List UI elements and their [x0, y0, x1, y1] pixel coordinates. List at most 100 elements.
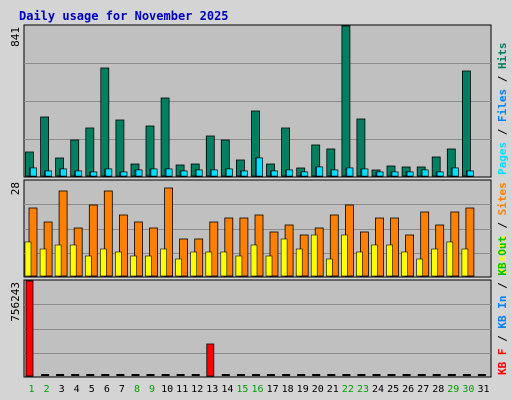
bar-visits	[280, 238, 288, 277]
day-label: 15	[236, 384, 248, 395]
bar-kb-f-zero	[101, 374, 110, 376]
bar-visits	[54, 244, 62, 277]
day-label: 7	[119, 384, 125, 395]
bar-pages	[241, 170, 248, 177]
bar-kb-f-zero	[131, 374, 140, 376]
day-label: 30	[462, 384, 474, 395]
bar-kb-f-zero	[41, 374, 50, 376]
bar-kb-f-zero	[267, 374, 275, 376]
bar-hits	[145, 125, 155, 177]
bar-sites	[119, 214, 128, 277]
bar-pages	[135, 169, 143, 177]
bar-visits	[100, 248, 107, 277]
bar-kb-f-zero	[342, 374, 351, 376]
bar-kb-f-zero	[387, 374, 396, 376]
legend-separator: /	[496, 335, 509, 349]
bar-kb-f	[206, 343, 215, 377]
day-label: 24	[372, 384, 384, 395]
day-label: 21	[327, 384, 339, 395]
bar-visits	[446, 241, 454, 277]
legend-entry: Hits	[496, 43, 509, 76]
bar-pages	[60, 168, 67, 177]
bar-sites	[224, 217, 234, 277]
bar-hits	[115, 119, 125, 177]
legend-separator: /	[496, 222, 509, 236]
bar-kb-f-zero	[176, 374, 185, 376]
day-label: 11	[176, 384, 188, 395]
plot-area	[23, 279, 492, 378]
bar-kb-f-zero	[327, 374, 336, 376]
bar-visits	[401, 251, 408, 277]
legend-entry: Visits	[496, 235, 509, 275]
day-label: 26	[402, 384, 414, 395]
bar-kb-f-zero	[86, 374, 95, 376]
legend-entry: KB Out	[496, 236, 509, 282]
bar-pages	[467, 170, 474, 177]
bar-visits	[310, 234, 318, 277]
bar-pages	[105, 168, 113, 177]
bar-pages	[256, 157, 263, 177]
bar-pages	[211, 169, 218, 177]
bar-hits	[356, 118, 366, 177]
day-label: 31	[477, 384, 489, 395]
bar-pages	[391, 171, 399, 177]
day-label: 25	[387, 384, 399, 395]
bar-pages	[45, 170, 52, 177]
bar-hits	[341, 25, 351, 177]
panel-hits-files-pages: 841 Pages / Files / Hits	[9, 24, 509, 178]
bar-visits	[265, 255, 273, 277]
legend-kbytes: KB F / KB In / KB Out	[496, 236, 509, 375]
panel-visits-sites: 28 Visits / Sites	[9, 179, 509, 278]
bar-pages	[30, 167, 37, 177]
bar-visits	[341, 234, 348, 277]
bar-visits	[295, 248, 303, 277]
day-label: 8	[134, 384, 140, 395]
bar-kb-f-zero	[447, 374, 456, 376]
bar-visits	[39, 248, 47, 277]
bar-kb-f-zero	[282, 374, 291, 376]
bar-visits	[356, 251, 363, 277]
bar-visits	[190, 251, 197, 277]
bar-kb-f-zero	[297, 374, 306, 376]
panel-kbytes: 756243 KB F / KB In / KB Out	[9, 236, 509, 378]
bar-pages	[452, 167, 459, 177]
chart-title: Daily usage for November 2025	[19, 9, 229, 23]
bar-hits	[281, 127, 291, 177]
bar-sites	[134, 221, 143, 277]
bar-sites	[269, 231, 279, 277]
bar-pages	[376, 171, 384, 177]
legend-entry: Pages	[496, 142, 509, 175]
bar-kb-f-zero	[357, 374, 366, 376]
bar-pages	[316, 166, 323, 177]
bar-visits	[461, 248, 469, 277]
bar-hits	[461, 70, 471, 177]
y-max-label: 841	[9, 27, 22, 47]
bar-pages	[195, 169, 203, 177]
bar-kb-f-zero	[372, 374, 381, 376]
bar-sites	[329, 214, 339, 277]
bar-kb-f-zero	[312, 374, 321, 376]
legend-separator: /	[496, 282, 509, 296]
bar-visits	[24, 241, 32, 277]
bar-visits	[69, 244, 77, 277]
day-label: 22	[342, 384, 354, 395]
legend-separator: /	[496, 75, 509, 89]
day-label: 14	[221, 384, 233, 395]
day-label: 4	[74, 384, 80, 395]
bar-visits	[175, 258, 182, 277]
bar-kb-f-zero	[477, 374, 486, 376]
bar-visits	[235, 255, 243, 277]
bar-hits	[160, 97, 170, 177]
bar-hits	[40, 116, 49, 177]
day-label: 16	[251, 384, 263, 395]
bar-pages	[271, 170, 278, 177]
legend-hits-files-pages: Pages / Files / Hits	[496, 43, 509, 176]
day-label: 28	[432, 384, 444, 395]
bar-kb-f-zero	[56, 374, 65, 376]
bar-kb-f	[25, 280, 34, 377]
bar-visits	[371, 244, 378, 277]
bar-pages	[331, 169, 339, 177]
bar-pages	[421, 169, 429, 177]
day-label: 20	[312, 384, 324, 395]
